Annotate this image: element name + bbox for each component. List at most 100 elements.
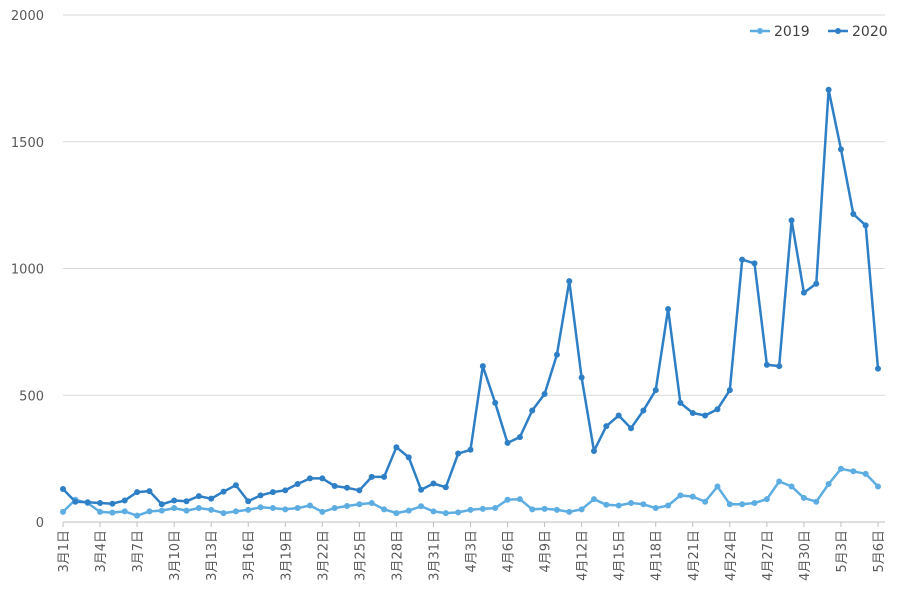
data-point-2019 [652,505,659,512]
data-point-2019 [862,470,869,477]
data-point-2020 [628,425,635,432]
data-point-2020 [405,454,412,461]
data-point-2019 [134,512,141,519]
legend-label: 2019 [774,24,810,40]
data-point-2019 [195,505,202,512]
data-point-2020 [640,407,647,414]
data-point-2019 [282,506,289,513]
data-point-2020 [702,412,709,419]
x-tick-label: 4月15日 [613,530,628,581]
data-point-2020 [183,498,190,505]
data-point-2019 [467,506,474,513]
data-point-2019 [665,502,672,509]
data-point-2020 [837,146,844,153]
data-point-2019 [208,506,215,513]
x-tick-label: 3月16日 [242,530,257,581]
data-point-2019 [171,505,178,512]
data-point-2020 [146,488,153,495]
data-point-2019 [479,505,486,512]
data-point-2019 [232,508,239,515]
data-point-2019 [516,496,523,503]
data-point-2020 [319,475,326,482]
data-point-2020 [875,365,881,372]
data-point-2020 [84,499,91,506]
x-tick-label: 3月31日 [427,530,442,581]
data-point-2020 [442,484,449,491]
data-point-2020 [381,473,388,480]
data-point-2019 [875,483,881,490]
data-point-2019 [245,506,252,513]
legend-item-2019: 2019 [750,24,810,40]
data-point-2019 [269,505,276,512]
data-point-2020 [652,387,659,394]
data-point-2020 [751,260,758,267]
x-tick-label: 4月24日 [724,530,739,581]
x-tick-label: 4月27日 [761,530,776,581]
x-tick-label: 4月30日 [798,530,813,581]
data-point-2020 [504,439,511,446]
data-point-2019 [319,508,326,515]
data-point-2020 [282,487,289,494]
data-point-2019 [294,505,301,512]
x-tick-label: 5月3日 [835,530,850,573]
x-tick-label: 3月22日 [316,530,331,581]
data-point-2020 [220,488,227,495]
data-point-2020 [566,278,573,285]
x-tick-label: 4月9日 [539,530,554,573]
x-tick-label: 3月4日 [94,530,109,573]
data-point-2020 [862,222,869,229]
legend-marker [835,28,841,34]
data-point-2020 [516,434,523,441]
data-point-2020 [788,217,795,224]
x-tick-label: 4月3日 [465,530,480,573]
data-point-2019 [60,508,66,515]
series-lines [60,86,881,519]
data-point-2019 [393,510,400,517]
data-point-2020 [109,500,116,507]
data-point-2020 [541,390,548,397]
data-point-2019 [689,493,696,500]
data-point-2020 [615,412,622,419]
data-point-2019 [837,465,844,472]
data-point-2020 [306,475,313,482]
data-point-2020 [603,423,610,430]
data-point-2020 [739,256,746,263]
data-point-2019 [344,503,351,510]
data-point-2020 [492,399,499,406]
data-point-2019 [430,508,437,515]
data-point-2020 [368,473,375,480]
legend: 2019 2020 [750,24,888,40]
data-point-2020 [344,484,351,491]
y-tick-label: 500 [19,389,44,404]
y-tick-label: 1000 [11,263,44,278]
legend-item-2020: 2020 [828,24,888,40]
data-point-2019 [306,502,313,509]
data-point-2020 [97,499,104,506]
data-point-2020 [121,497,128,504]
data-point-2019 [714,483,721,490]
x-tick-label: 3月25日 [353,530,368,581]
data-point-2020 [418,486,425,493]
data-point-2019 [702,498,709,505]
series-2019 [60,465,881,519]
data-point-2019 [146,508,153,515]
x-tick-label: 3月7日 [131,530,146,573]
data-point-2019 [578,506,585,513]
data-point-2019 [603,501,610,508]
data-point-2020 [72,498,79,505]
data-point-2020 [776,363,783,370]
y-axis-tick-labels: 0 500 1000 1500 2000 [11,9,44,531]
data-point-2019 [763,496,770,503]
data-point-2020 [763,361,770,368]
data-point-2019 [590,496,597,503]
x-tick-label: 4月21日 [687,530,702,581]
data-point-2020 [455,450,462,457]
data-point-2019 [492,505,499,512]
data-point-2020 [529,407,536,414]
data-point-2019 [220,510,227,517]
data-point-2020 [467,446,474,453]
x-tick-label: 4月6日 [502,530,517,573]
x-axis: 3月1日 3月4日 3月7日 3月10日 3月13日 3月16日 3月19日 3月22日 3月2… [57,521,887,581]
data-point-2019 [751,499,758,506]
